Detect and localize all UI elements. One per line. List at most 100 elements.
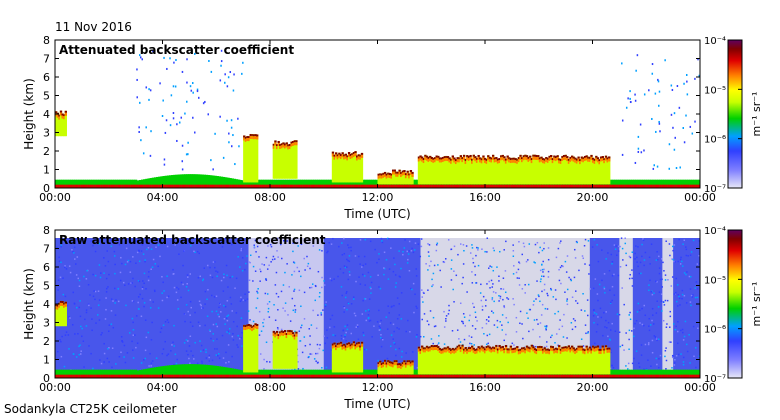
noise-speck [501, 329, 504, 331]
cloud-body [471, 345, 474, 375]
surface-return [317, 374, 320, 378]
cloud-body [459, 155, 463, 185]
cloud-body [352, 152, 356, 183]
boundary-layer [297, 369, 301, 378]
noise-speck [88, 304, 90, 307]
cloud-edge [500, 157, 503, 161]
noise-speck [677, 353, 680, 356]
noise-speck [155, 246, 157, 248]
boundary-layer [267, 179, 271, 188]
cloud-edge [456, 347, 459, 351]
noise-speck [524, 292, 526, 294]
cloud-edge [272, 145, 275, 149]
noise-speck [331, 314, 334, 317]
cloud-body [448, 157, 451, 185]
surface-return [61, 374, 65, 378]
noise-speck [135, 315, 138, 317]
cloud-top-edge [63, 114, 66, 117]
noise-speck [126, 261, 129, 263]
noise-speck [109, 239, 112, 242]
cloud-body [562, 346, 566, 375]
noise-speck [676, 300, 678, 303]
cloud-edge [575, 160, 579, 164]
surface-return [153, 374, 157, 378]
noise-speck [411, 288, 413, 291]
noise-speck [538, 295, 540, 298]
cloud-body [591, 345, 595, 375]
noise-speck [225, 351, 227, 354]
surface-return [95, 184, 99, 188]
noise-speck [691, 296, 694, 298]
x-tick-label: 00:00 [684, 381, 716, 394]
noise-speck [106, 287, 108, 290]
noise-speck [427, 269, 429, 271]
noise-speck [543, 283, 546, 286]
noise-speck [566, 300, 568, 302]
surface-return [136, 184, 140, 188]
boundary-layer [78, 369, 82, 378]
surface-return [437, 374, 441, 378]
noise-speck [326, 329, 328, 331]
noise-speck [267, 245, 269, 247]
noise-speck [492, 247, 495, 249]
surface-return [607, 184, 611, 188]
noise-speck [215, 295, 218, 298]
cloud-edge [249, 135, 252, 139]
noise-speck [215, 310, 218, 313]
noise-speck [593, 321, 595, 324]
cloud-top-edge [385, 173, 388, 176]
noise-speck [596, 293, 599, 295]
noise-speck [363, 255, 366, 258]
noise-speck [181, 237, 184, 240]
cloud-top-edge [543, 347, 546, 350]
cloud-top-edge [443, 156, 446, 159]
cloud-top-edge [606, 157, 609, 160]
cloud-top-edge [343, 343, 346, 346]
boundary-layer [631, 369, 634, 378]
cloud-top-edge [580, 156, 583, 159]
cloud-top-edge [503, 156, 506, 159]
noise-speck [223, 318, 226, 320]
boundary-layer [263, 179, 267, 188]
boundary-layer [205, 174, 209, 188]
noise-speck [189, 273, 192, 275]
speck [172, 117, 175, 120]
noise-speck [87, 303, 90, 306]
surface-return [545, 184, 548, 188]
surface-return [663, 374, 667, 378]
cloud-edge [504, 346, 508, 350]
noise-speck [239, 337, 241, 340]
cloud-body [503, 348, 506, 375]
noise-speck [380, 237, 383, 240]
boundary-layer [72, 179, 75, 188]
cloud-edge [512, 349, 516, 353]
noise-speck [447, 239, 450, 241]
speck [627, 97, 629, 100]
surface-return [57, 374, 60, 378]
cloud-top-edge [421, 345, 424, 348]
cloud-body [283, 143, 287, 179]
noise-speck [469, 342, 471, 345]
noise-speck [569, 278, 572, 281]
noise-speck [472, 261, 475, 264]
boundary-layer [244, 369, 247, 378]
cloud-top-edge [529, 155, 532, 158]
speck [164, 131, 167, 134]
noise-speck [124, 284, 126, 287]
speck [176, 123, 178, 126]
speck [220, 60, 223, 63]
cloud-edge [442, 158, 445, 162]
boundary-layer [347, 369, 351, 378]
noise-speck [381, 240, 383, 242]
boundary-layer [669, 369, 673, 378]
boundary-layer [248, 179, 252, 188]
noise-speck [177, 288, 180, 290]
cloud-edge [590, 156, 593, 160]
noise-speck [659, 354, 662, 357]
noise-speck [341, 294, 343, 297]
noise-speck [698, 355, 700, 358]
surface-return [59, 184, 62, 188]
cloud-top-edge [338, 152, 341, 155]
noise-speck [648, 256, 651, 259]
x-axis-label: Time (UTC) [343, 207, 410, 221]
